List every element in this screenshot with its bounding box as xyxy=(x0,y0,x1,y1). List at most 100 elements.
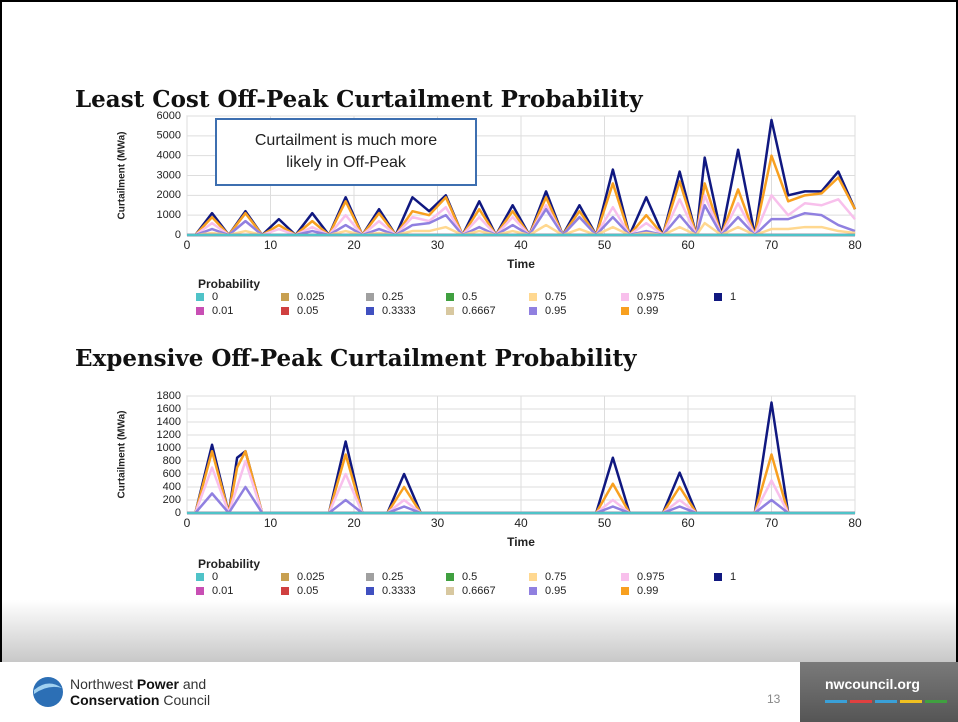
x-tick-label: 80 xyxy=(848,516,862,530)
x-axis-label: Time xyxy=(507,257,535,271)
x-tick-label: 70 xyxy=(765,238,779,252)
x-tick-label: 30 xyxy=(431,516,445,530)
y-tick-label: 1000 xyxy=(157,209,181,221)
dash xyxy=(825,700,847,703)
x-tick-label: 10 xyxy=(264,516,278,530)
dash xyxy=(875,700,897,703)
org-word: Power xyxy=(136,676,179,692)
y-tick-label: 6000 xyxy=(157,110,181,122)
chart-title: Least Cost Off-Peak Curtailment Probabil… xyxy=(75,86,643,113)
legend-label: 0 xyxy=(212,571,218,583)
legend-label: 0.975 xyxy=(637,291,665,303)
y-tick-label: 200 xyxy=(163,494,181,506)
legend-marker xyxy=(366,307,374,315)
legend-label: 0.75 xyxy=(545,291,566,303)
x-tick-label: 20 xyxy=(347,516,361,530)
legend-label: 0.025 xyxy=(297,571,325,583)
legend-label: 0.95 xyxy=(545,585,566,597)
x-tick-label: 70 xyxy=(765,516,779,530)
page-number: 13 xyxy=(767,692,781,706)
legend-label: 0.05 xyxy=(297,305,318,317)
legend-title: Probability xyxy=(198,277,260,291)
y-tick-label: 800 xyxy=(163,455,181,467)
legend-label: 0.99 xyxy=(637,305,658,317)
org-name: Northwest Power and Conservation Council xyxy=(70,676,210,708)
legend-marker xyxy=(714,293,722,301)
y-tick-label: 2000 xyxy=(157,189,181,201)
legend-marker xyxy=(281,307,289,315)
y-tick-label: 600 xyxy=(163,468,181,480)
legend-label: 0.975 xyxy=(637,571,665,583)
x-tick-label: 50 xyxy=(598,238,612,252)
reflection xyxy=(0,600,958,662)
x-tick-label: 50 xyxy=(598,516,612,530)
legend-marker xyxy=(196,573,204,581)
x-tick-label: 60 xyxy=(681,516,695,530)
y-tick-label: 1000 xyxy=(157,442,181,454)
legend-marker xyxy=(446,307,454,315)
x-tick-label: 0 xyxy=(184,516,191,530)
legend-label: 0.6667 xyxy=(462,585,496,597)
x-tick-label: 0 xyxy=(184,238,191,252)
legend-label: 0.01 xyxy=(212,305,233,317)
y-tick-label: 400 xyxy=(163,481,181,493)
x-tick-label: 60 xyxy=(681,238,695,252)
org-word: Council xyxy=(163,692,211,708)
chart-title: Expensive Off-Peak Curtailment Probabili… xyxy=(75,345,637,372)
dash xyxy=(900,700,922,703)
y-tick-label: 3000 xyxy=(157,169,181,181)
legend-marker xyxy=(621,307,629,315)
x-tick-label: 40 xyxy=(514,516,528,530)
org-word: Northwest xyxy=(70,676,134,692)
legend-marker xyxy=(446,293,454,301)
legend-marker xyxy=(446,587,454,595)
y-axis-label: Curtailment (MWa) xyxy=(117,411,128,499)
legend-label: 0.025 xyxy=(297,291,325,303)
x-tick-label: 10 xyxy=(264,238,278,252)
legend-marker xyxy=(621,573,629,581)
dash xyxy=(850,700,872,703)
legend-marker xyxy=(529,307,537,315)
legend-marker xyxy=(281,573,289,581)
url-box: nwcouncil.org xyxy=(800,662,958,722)
legend-label: 1 xyxy=(730,571,736,583)
legend-label: 0.6667 xyxy=(462,305,496,317)
y-tick-label: 1400 xyxy=(157,416,181,428)
x-tick-label: 30 xyxy=(431,238,445,252)
logo-swirl xyxy=(34,683,62,694)
legend-label: 0.5 xyxy=(462,291,477,303)
dash xyxy=(925,700,947,703)
x-tick-label: 20 xyxy=(347,238,361,252)
y-tick-label: 1800 xyxy=(157,390,181,402)
legend-marker xyxy=(529,573,537,581)
legend-marker xyxy=(281,587,289,595)
x-tick-label: 80 xyxy=(848,238,862,252)
legend-label: 0.3333 xyxy=(382,305,416,317)
y-tick-label: 0 xyxy=(175,507,181,519)
annotation-text: Curtailment is much more likely in Off-P… xyxy=(254,132,438,171)
legend-marker xyxy=(714,573,722,581)
legend-marker xyxy=(446,573,454,581)
legend-marker xyxy=(529,293,537,301)
legend-label: 0.01 xyxy=(212,585,233,597)
legend-label: 0.75 xyxy=(545,571,566,583)
legend-marker xyxy=(281,293,289,301)
footer-band xyxy=(0,662,958,722)
legend-marker xyxy=(196,307,204,315)
y-tick-label: 4000 xyxy=(157,150,181,162)
y-tick-label: 5000 xyxy=(157,130,181,142)
legend-label: 0.95 xyxy=(545,305,566,317)
legend-label: 1 xyxy=(730,291,736,303)
legend-marker xyxy=(196,587,204,595)
legend-marker xyxy=(366,293,374,301)
legend-label: 0.05 xyxy=(297,585,318,597)
url-dashes xyxy=(825,700,947,703)
legend-label: 0 xyxy=(212,291,218,303)
y-tick-label: 1600 xyxy=(157,403,181,415)
legend-label: 0.25 xyxy=(382,291,403,303)
legend-marker xyxy=(366,587,374,595)
legend-label: 0.25 xyxy=(382,571,403,583)
legend-marker xyxy=(621,587,629,595)
